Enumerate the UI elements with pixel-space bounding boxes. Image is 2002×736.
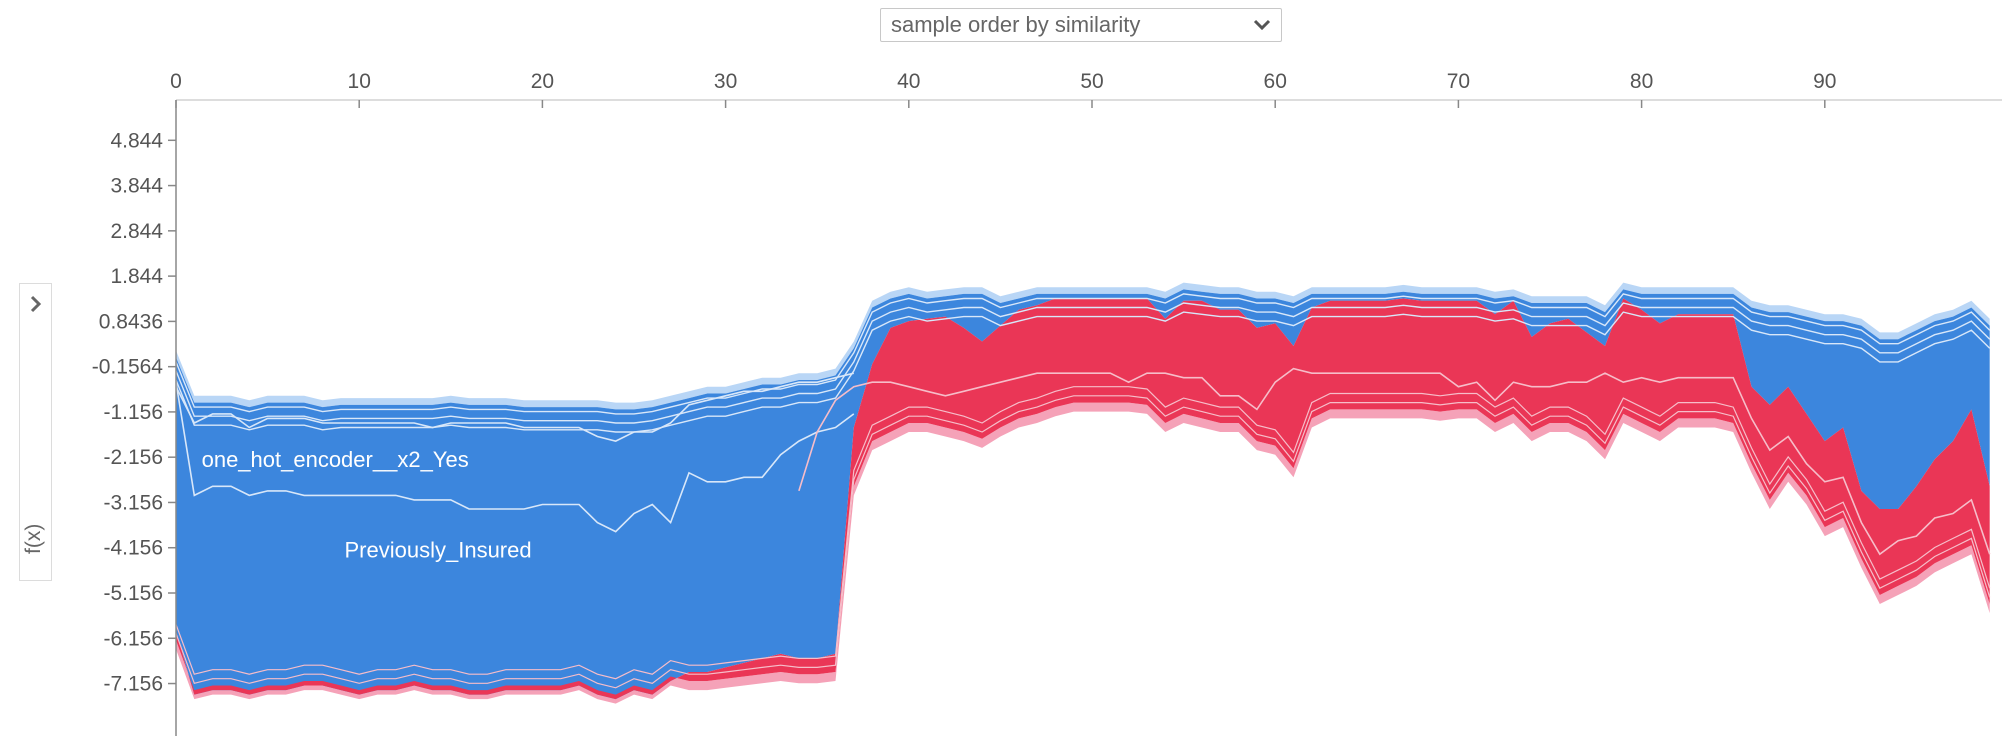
y-tick-label: -5.156 xyxy=(103,582,163,605)
y-tick-label: -3.156 xyxy=(103,491,163,514)
chevron-right-icon[interactable] xyxy=(26,293,46,320)
y-tick-label: 4.844 xyxy=(110,129,163,152)
y-tick-label: -2.156 xyxy=(103,446,163,469)
positive-feature-line-0 xyxy=(798,367,1991,556)
negative-feature-line-0 xyxy=(175,382,855,533)
sample-order-select[interactable]: sample order by similarity xyxy=(880,8,1282,42)
x-tick-label: 50 xyxy=(1080,70,1103,93)
x-tick-label: 70 xyxy=(1447,70,1470,93)
negative-feature-boundary-1 xyxy=(175,302,1991,424)
y-tick-label: 3.844 xyxy=(110,175,163,198)
y-tick-label: 1.844 xyxy=(110,265,163,288)
x-tick-label: 20 xyxy=(531,70,554,93)
negative-feature-line-1 xyxy=(175,372,854,442)
negative-feature-boundary-0 xyxy=(175,293,1991,415)
positive-contribution-area xyxy=(176,298,1990,700)
y-tick-label: -4.156 xyxy=(103,537,163,560)
y-tick-label: -0.1564 xyxy=(92,356,164,379)
x-tick-label: 80 xyxy=(1630,70,1653,93)
x-tick-label: 60 xyxy=(1264,70,1287,93)
positive-feature-boundary-1 xyxy=(175,386,1991,680)
x-tick-label: 30 xyxy=(714,70,737,93)
chevron-down-icon xyxy=(1251,9,1273,50)
negative-feature-boundary-2 xyxy=(175,311,1991,433)
positive-feature-boundary-0 xyxy=(175,395,1991,689)
y-tick-label: -6.156 xyxy=(103,627,163,650)
y-tick-label: -7.156 xyxy=(103,673,163,696)
x-tick-label: 40 xyxy=(897,70,920,93)
fx-axis-label: f(x) xyxy=(22,523,45,555)
band-label-0: one_hot_encoder__x2_Yes xyxy=(202,447,469,472)
y-tick-label: -1.156 xyxy=(103,401,163,424)
side-panel: f(x) xyxy=(19,283,52,581)
x-tick-label: 90 xyxy=(1813,70,1836,93)
band-label-1: Previously_Insured xyxy=(345,538,532,563)
sample-order-select-value: sample order by similarity xyxy=(891,12,1141,37)
negative-contribution-area xyxy=(176,289,1990,700)
y-tick-label: 0.8436 xyxy=(99,310,163,333)
x-tick-label: 10 xyxy=(348,70,371,93)
y-tick-label: 2.844 xyxy=(110,220,163,243)
x-tick-label: 0 xyxy=(170,70,182,93)
